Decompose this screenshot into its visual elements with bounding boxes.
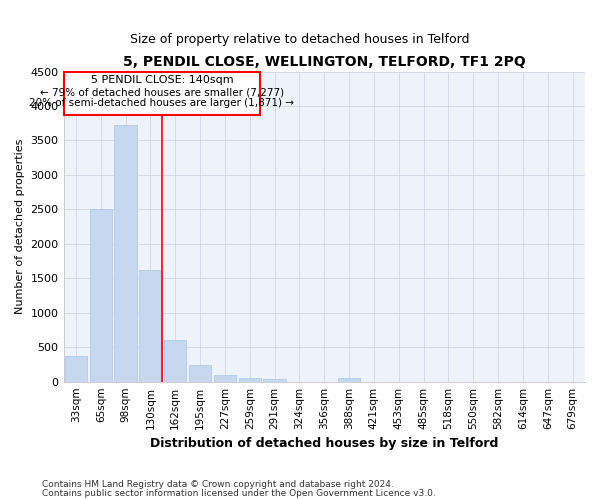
Text: Contains public sector information licensed under the Open Government Licence v3: Contains public sector information licen… (42, 488, 436, 498)
Text: ← 79% of detached houses are smaller (7,277): ← 79% of detached houses are smaller (7,… (40, 88, 284, 98)
Bar (214, 375, 236, 382)
Text: 20% of semi-detached houses are larger (1,871) →: 20% of semi-detached houses are larger (… (29, 98, 295, 108)
X-axis label: Distribution of detached houses by size in Telford: Distribution of detached houses by size … (150, 437, 499, 450)
Text: Contains HM Land Registry data © Crown copyright and database right 2024.: Contains HM Land Registry data © Crown c… (42, 480, 394, 489)
Text: Size of property relative to detached houses in Telford: Size of property relative to detached ho… (130, 32, 470, 46)
Bar (164, 340, 187, 382)
Text: 5 PENDIL CLOSE: 140sqm: 5 PENDIL CLOSE: 140sqm (91, 74, 233, 85)
Bar (65, 356, 87, 382)
Title: 5, PENDIL CLOSE, WELLINGTON, TELFORD, TF1 2PQ: 5, PENDIL CLOSE, WELLINGTON, TELFORD, TF… (123, 55, 526, 69)
Bar (139, 270, 161, 382)
Bar (263, 379, 286, 382)
Bar (115, 125, 137, 382)
Bar (338, 378, 360, 382)
FancyBboxPatch shape (64, 72, 260, 115)
Bar (189, 366, 211, 382)
Y-axis label: Number of detached properties: Number of detached properties (15, 139, 25, 314)
Bar (239, 378, 261, 382)
Bar (89, 210, 112, 382)
